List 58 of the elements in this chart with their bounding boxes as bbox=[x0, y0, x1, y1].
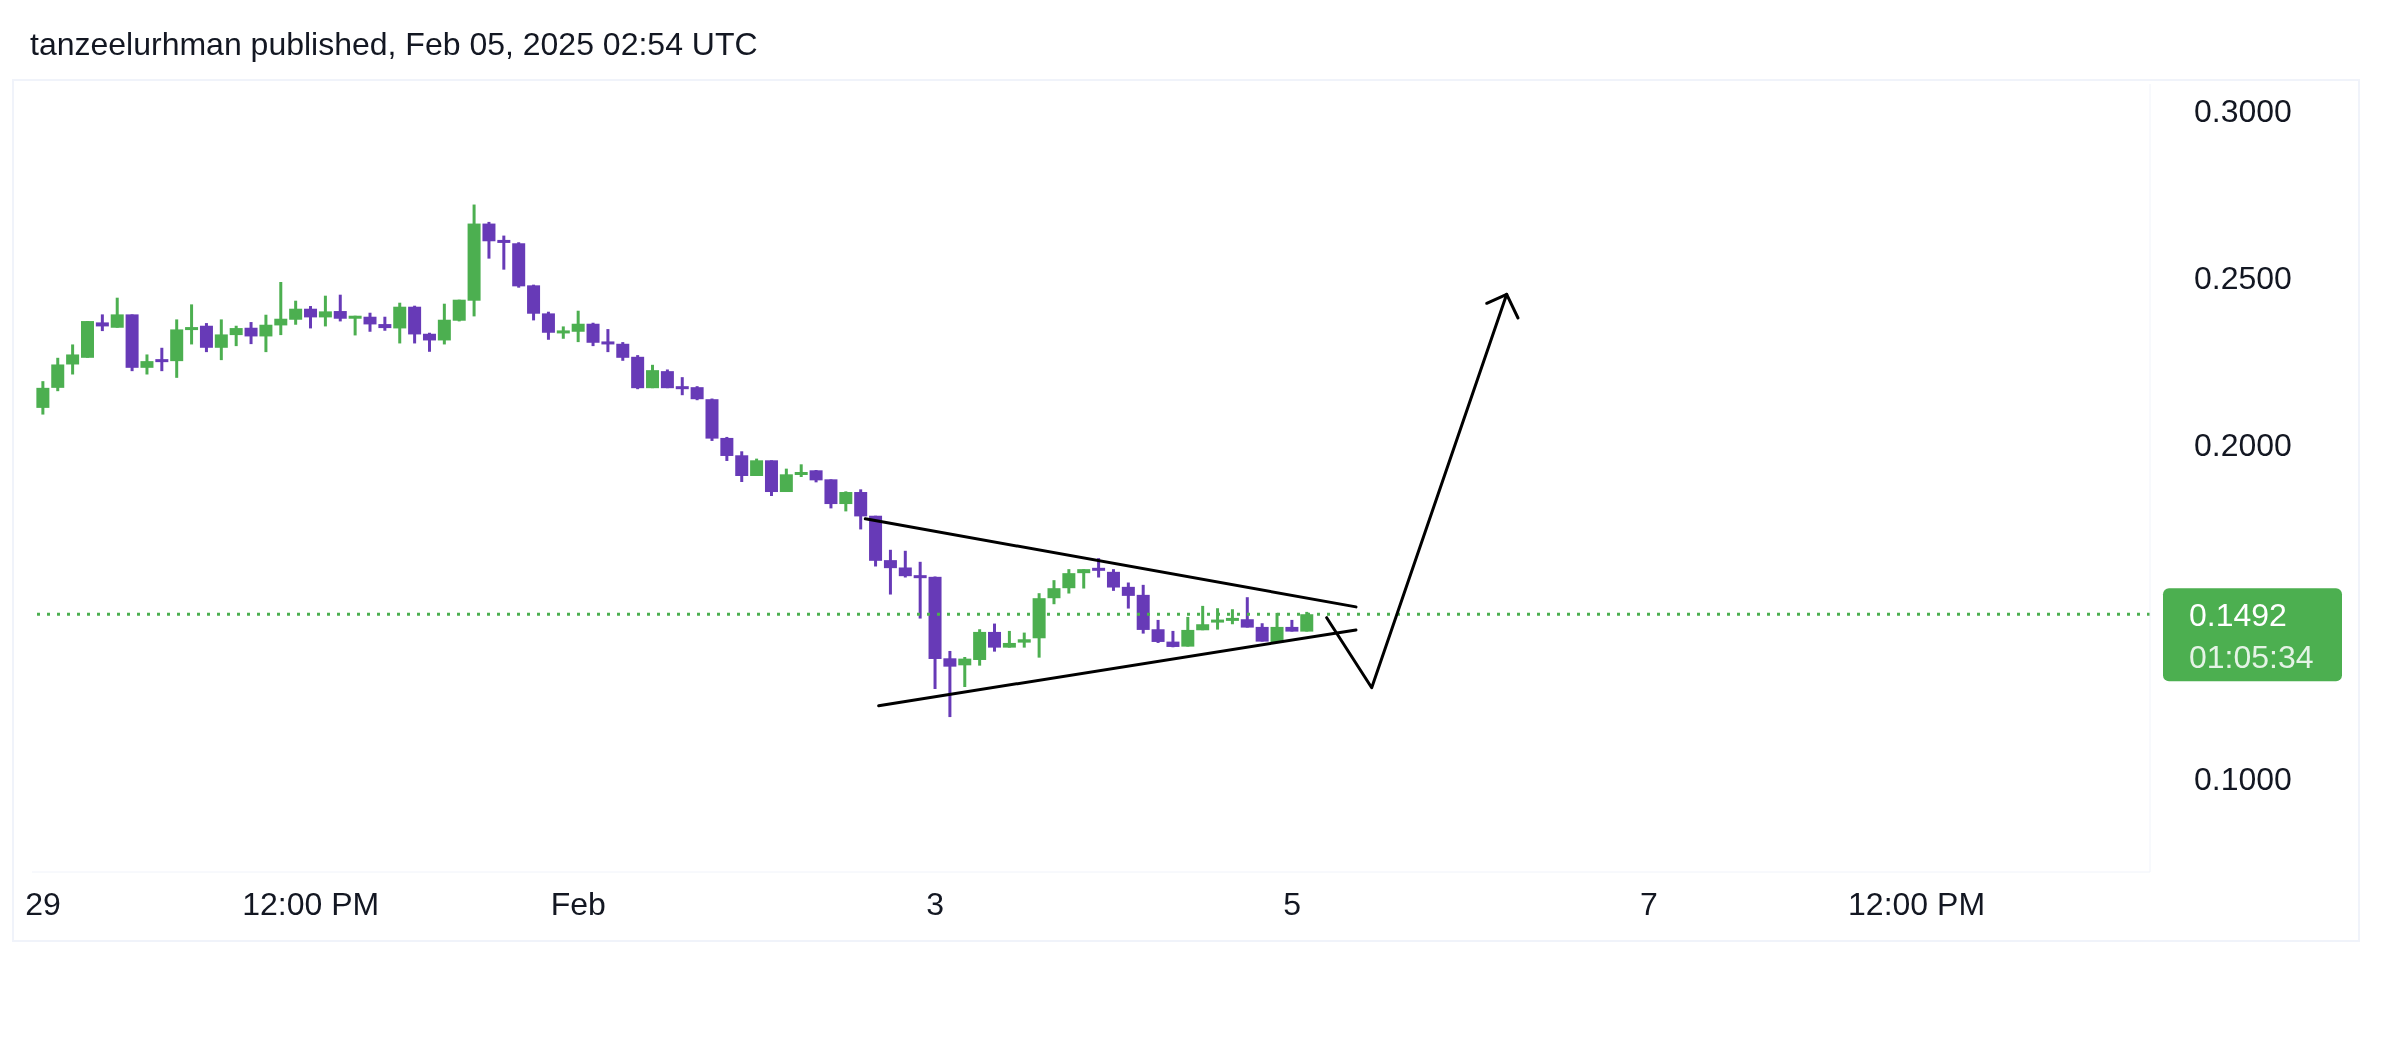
ref-line-label: 0.1492 bbox=[2189, 597, 2287, 634]
x-tick-label: 3 bbox=[926, 885, 945, 922]
candlestick bbox=[988, 623, 1002, 652]
candlestick bbox=[616, 342, 630, 361]
y-tick-label: 0.2000 bbox=[2194, 426, 2292, 463]
candlestick bbox=[244, 322, 258, 346]
candlestick bbox=[1062, 569, 1076, 594]
candlestick bbox=[155, 346, 169, 373]
candlestick bbox=[958, 656, 972, 688]
candlestick bbox=[913, 560, 927, 619]
candlestick bbox=[1047, 580, 1061, 606]
candlestick bbox=[1255, 623, 1269, 642]
candlestick bbox=[422, 332, 436, 352]
candlestick bbox=[259, 314, 273, 354]
candlestick bbox=[571, 310, 585, 344]
candlestick bbox=[51, 356, 65, 393]
chart-title: tanzeelurhman published, Feb 05, 2025 02:54 UTC bbox=[30, 26, 758, 63]
candlestick bbox=[274, 282, 288, 337]
candlestick bbox=[735, 451, 749, 483]
candlestick bbox=[1240, 597, 1254, 628]
candlestick bbox=[1106, 569, 1120, 591]
y-tick-label: 0.3000 bbox=[2194, 93, 2292, 130]
candlestick bbox=[1121, 582, 1135, 609]
candlestick bbox=[839, 491, 853, 512]
candlestick bbox=[140, 354, 154, 375]
candlestick bbox=[675, 377, 689, 397]
candlestick bbox=[229, 325, 243, 348]
y-tick-label: 0.2500 bbox=[2194, 260, 2292, 297]
candlestick bbox=[1151, 618, 1165, 643]
candlestick bbox=[883, 548, 897, 595]
candlestick bbox=[482, 220, 496, 259]
x-tick-label: 7 bbox=[1640, 885, 1658, 922]
candlestick bbox=[541, 311, 555, 340]
candlestick bbox=[437, 303, 451, 345]
candlestick bbox=[185, 304, 199, 345]
x-tick-label: 29 bbox=[25, 885, 61, 922]
text: 01:05:34 bbox=[2189, 639, 2314, 676]
candlestick bbox=[36, 381, 50, 415]
candlestick bbox=[720, 435, 734, 461]
candlestick bbox=[393, 302, 407, 344]
candlestick bbox=[898, 549, 912, 578]
candlestick bbox=[497, 235, 511, 270]
y-tick-label: 0.1000 bbox=[2194, 760, 2292, 797]
x-tick-label: 12:00 PM bbox=[242, 885, 380, 922]
candlestick bbox=[1092, 558, 1106, 578]
candlestick bbox=[363, 312, 377, 332]
x-tick-label: 5 bbox=[1283, 885, 1301, 922]
candlestick bbox=[304, 306, 318, 329]
candlestick bbox=[318, 295, 332, 327]
candlestick bbox=[1077, 569, 1091, 589]
candlestick bbox=[214, 319, 228, 362]
candlestick bbox=[110, 297, 124, 328]
x-tick-label: 12:00 PM bbox=[1848, 885, 1986, 922]
candlestick bbox=[199, 323, 213, 354]
x-tick-label: Feb bbox=[550, 885, 606, 922]
candlestick bbox=[66, 344, 80, 375]
candlestick bbox=[289, 300, 303, 325]
candlestick bbox=[333, 294, 347, 322]
